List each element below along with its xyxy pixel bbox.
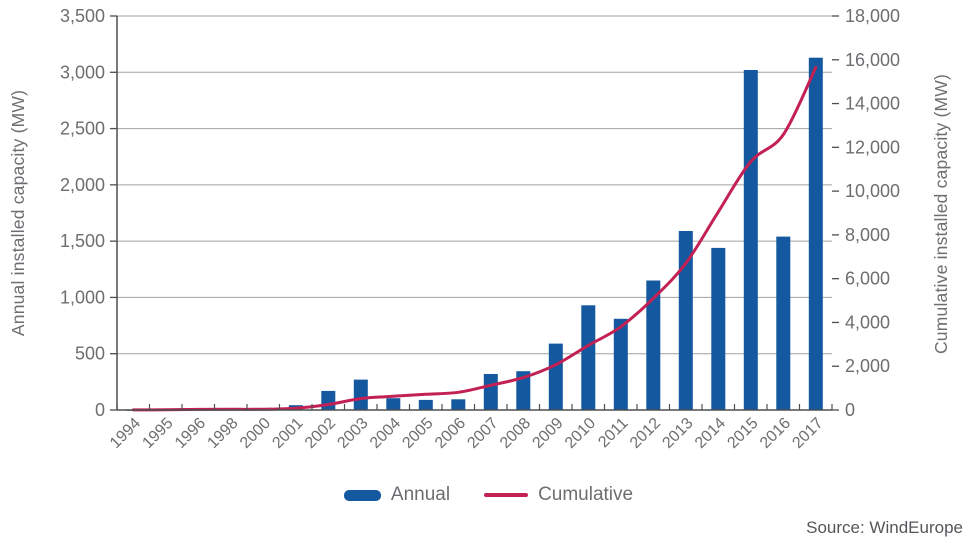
left-axis-tick-label: 3,000	[60, 62, 105, 82]
right-axis-tick-label: 8,000	[845, 225, 890, 245]
bar-2012	[646, 280, 661, 410]
x-axis-year-label: 2008	[497, 415, 534, 452]
bar-2005	[418, 399, 433, 410]
annual-bar-swatch-icon	[343, 489, 381, 501]
right-axis-tick-labels: 0 2,000 4,000 6,000 8,000 10,000 12,000 14,000 1…	[845, 6, 900, 420]
right-axis-tick-label: 16,000	[845, 50, 900, 70]
gridlines	[117, 15, 832, 355]
bar-2010	[581, 305, 596, 410]
annual-legend-label: Annual	[390, 484, 451, 505]
legend-item-cumulative: Cumulative	[484, 484, 633, 506]
annual-bars	[126, 57, 823, 411]
right-axis-title: Cumulative installed capacity (MW)	[931, 74, 951, 354]
right-axis-tick-label: 18,000	[845, 6, 900, 26]
bar-2006	[451, 399, 466, 410]
left-axis-tick-label: 0	[95, 400, 105, 420]
bar-2013	[678, 231, 693, 410]
x-axis-year-label: 2012	[627, 415, 664, 452]
bar-2014	[711, 247, 726, 410]
bar-2017	[808, 57, 823, 410]
x-axis-year-label: 2010	[562, 415, 599, 452]
bar-2009	[548, 343, 563, 410]
legend: Annual Cumulative	[0, 484, 977, 506]
bar-2016	[776, 236, 791, 410]
bar-2015	[743, 70, 758, 410]
x-axis-year-label: 1994	[107, 415, 144, 452]
bar-2004	[386, 398, 401, 410]
x-axis-year-labels: 1994199519961998200020012002200320042005…	[107, 415, 827, 452]
x-axis-year-label: 2009	[529, 415, 566, 452]
x-axis-year-label: 2006	[432, 415, 469, 452]
left-axis-tick-label: 2,500	[60, 119, 105, 139]
x-axis-year-label: 2001	[269, 415, 306, 452]
left-axis-tick-label: 1,500	[60, 231, 105, 251]
left-axis-tick-labels: 0 500 1,000 1,500 2,000 2,500 3,000 3,500	[60, 6, 105, 420]
left-axis-tick-label: 1,000	[60, 287, 105, 307]
bar-2007	[483, 374, 498, 410]
bar-2008	[516, 371, 531, 410]
x-axis-year-label: 2011	[595, 415, 631, 451]
bar-2003	[353, 379, 368, 410]
x-axis-year-label: 1996	[172, 415, 209, 452]
x-axis-year-label: 2016	[757, 415, 794, 452]
right-axis-tick-label: 0	[845, 400, 855, 420]
right-axis-tick-label: 12,000	[845, 137, 900, 157]
x-axis-year-label: 2007	[464, 415, 501, 452]
right-axis-tick-label: 10,000	[845, 181, 900, 201]
bar-2002	[321, 390, 336, 410]
left-axis-title: Annual installed capacity (MW)	[8, 90, 28, 336]
right-axis-tick-label: 4,000	[845, 312, 890, 332]
bar-2011	[613, 318, 628, 410]
left-axis-tick-label: 3,500	[60, 6, 105, 26]
right-axis-tick-label: 2,000	[845, 356, 890, 376]
x-axis-year-label: 2017	[789, 415, 826, 452]
legend-item-annual: Annual	[343, 484, 451, 506]
cumulative-line-swatch-icon	[484, 493, 529, 497]
source-credit: Source: WindEurope	[806, 518, 963, 537]
x-axis-year-label: 2005	[399, 415, 436, 452]
x-axis-year-label: 1998	[204, 415, 241, 452]
left-axis-tick-label: 2,000	[60, 175, 105, 195]
x-axis-year-label: 1995	[139, 415, 176, 452]
x-axis-year-label: 2015	[724, 415, 761, 452]
x-axis-year-label: 2013	[659, 415, 696, 452]
x-axis-year-label: 2003	[334, 415, 371, 452]
x-axis-year-label: 2004	[367, 415, 404, 452]
tick-marks	[110, 15, 839, 411]
left-axis-tick-label: 500	[75, 344, 105, 364]
right-axis-tick-label: 14,000	[845, 94, 900, 114]
x-axis-year-label: 2014	[692, 415, 729, 452]
right-axis-tick-label: 6,000	[845, 269, 890, 289]
cumulative-legend-label: Cumulative	[538, 484, 634, 505]
x-axis-year-label: 2000	[237, 415, 274, 452]
x-axis-year-label: 2002	[302, 415, 339, 452]
